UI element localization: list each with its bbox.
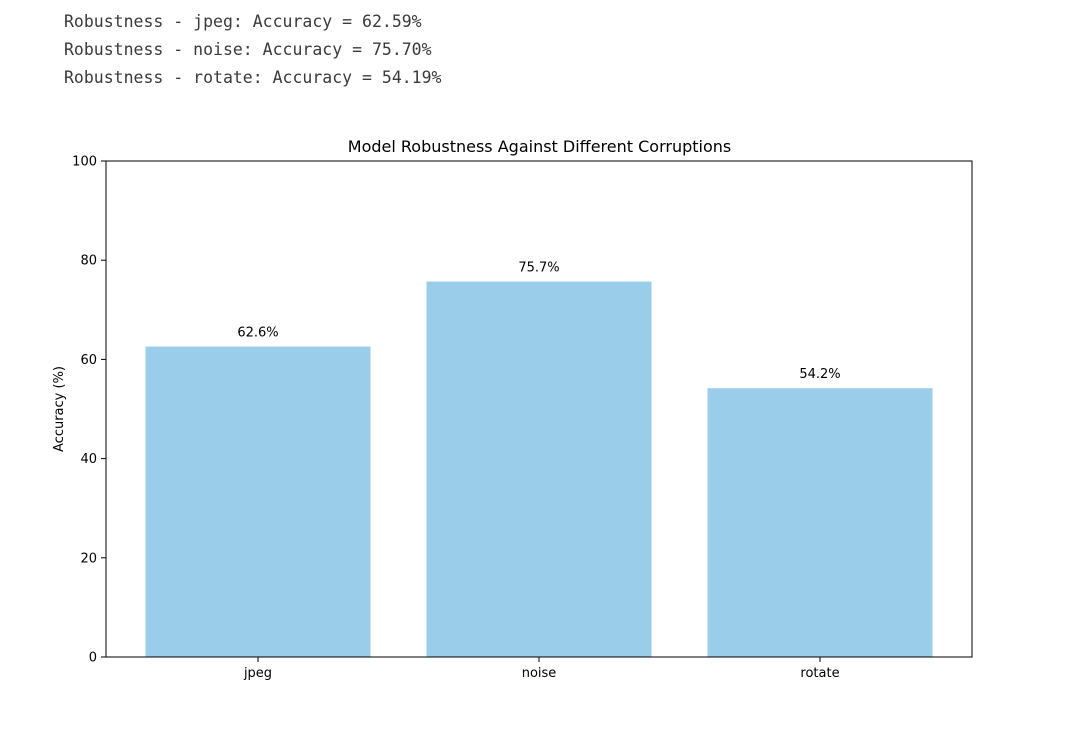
x-axis: jpeg noise rotate	[243, 657, 840, 681]
output-line: Robustness - rotate: Accuracy = 54.19%	[64, 68, 442, 87]
data-labels-group: 62.6% 75.7% 54.2%	[237, 261, 840, 383]
x-tick-label: noise	[522, 666, 557, 681]
y-tick-label: 0	[89, 651, 97, 666]
bar-rotate	[707, 388, 933, 657]
data-label-rotate: 54.2%	[799, 367, 840, 382]
y-tick-label: 60	[80, 353, 97, 368]
y-tick-label: 80	[80, 254, 97, 269]
y-tick-label: 100	[72, 155, 97, 170]
output-text: Robustness - jpeg: Accuracy = 62.59% Rob…	[64, 8, 442, 92]
bar-noise	[426, 281, 652, 657]
bar-jpeg	[145, 346, 371, 657]
data-label-jpeg: 62.6%	[237, 326, 278, 341]
bars-group	[145, 281, 933, 657]
data-label-noise: 75.7%	[518, 261, 559, 276]
x-tick-label: rotate	[800, 666, 839, 681]
output-line: Robustness - jpeg: Accuracy = 62.59%	[64, 12, 422, 31]
y-axis-label: Accuracy (%)	[52, 366, 67, 452]
y-axis: 0 20 40 60 80 100	[72, 155, 106, 666]
y-tick-label: 20	[80, 551, 97, 566]
chart-title: Model Robustness Against Different Corru…	[348, 137, 731, 156]
output-line: Robustness - noise: Accuracy = 75.70%	[64, 40, 432, 59]
x-tick-label: jpeg	[243, 666, 272, 681]
y-tick-label: 40	[80, 452, 97, 467]
